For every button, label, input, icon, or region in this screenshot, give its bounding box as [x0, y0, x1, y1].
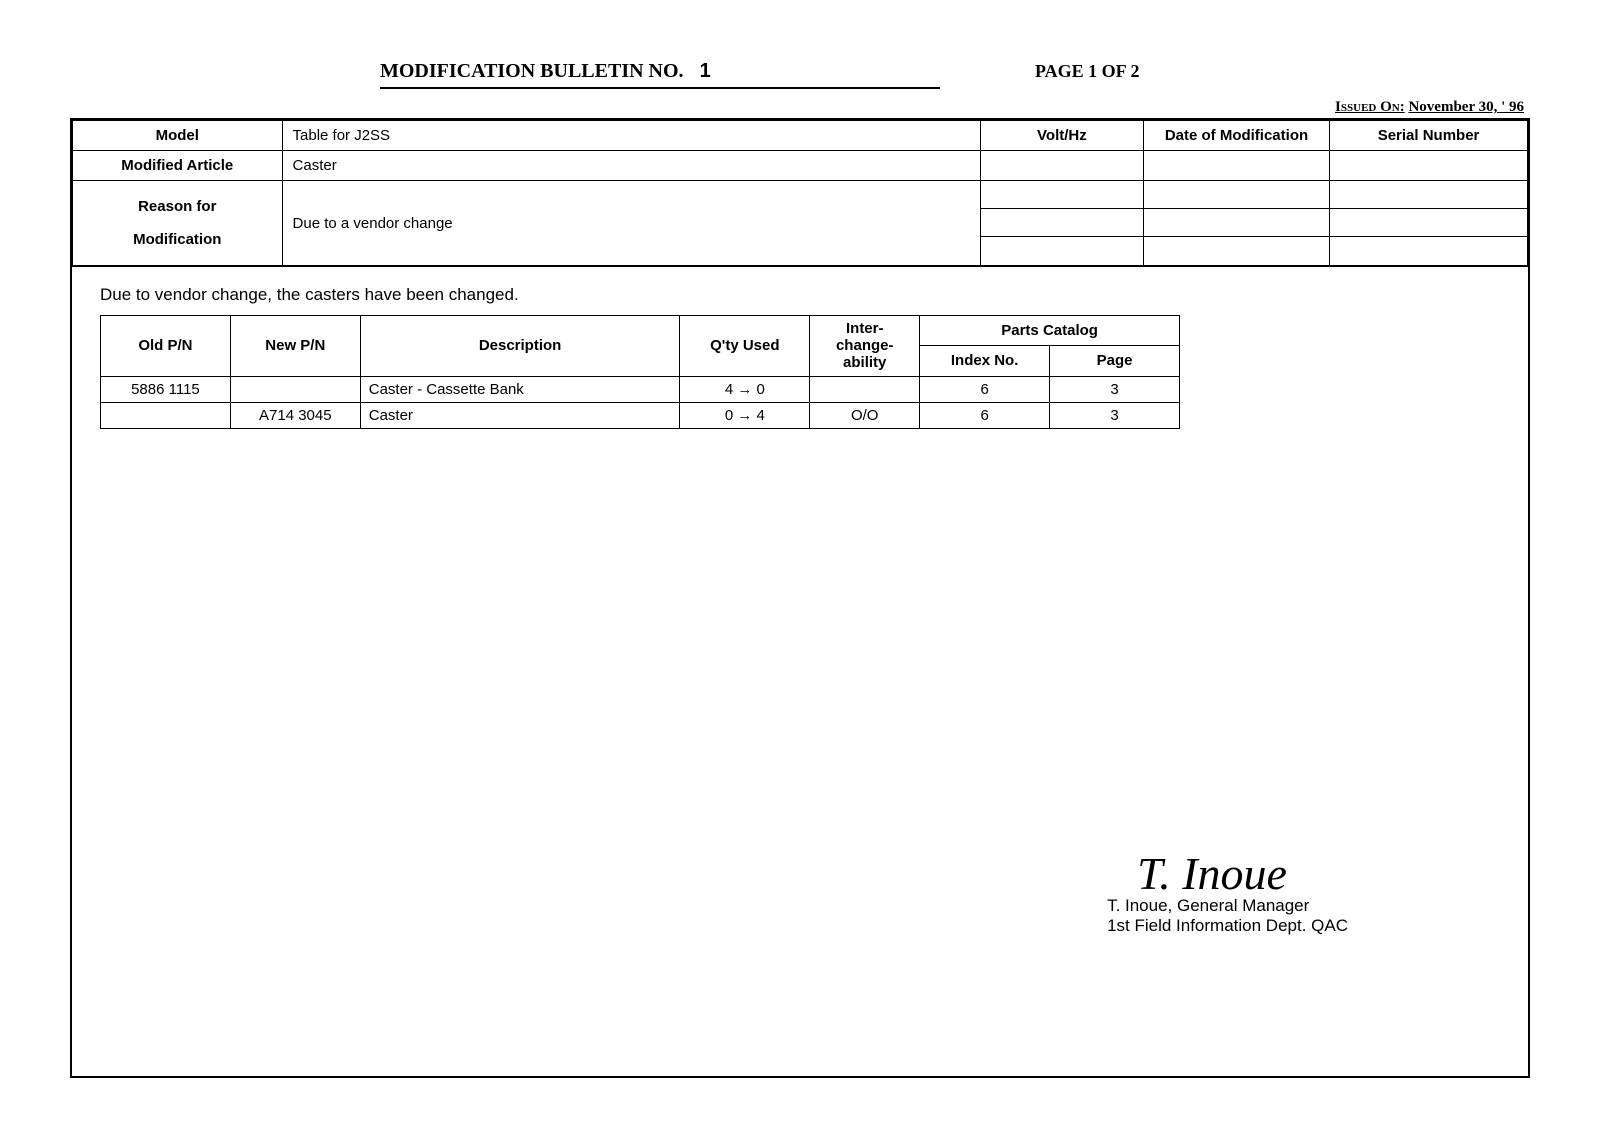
value-date-r3 [1143, 209, 1329, 237]
value-volt-r2 [980, 181, 1143, 209]
cell-inter: O/O [810, 402, 920, 428]
label-serial: Serial Number [1330, 121, 1528, 151]
cell-description: Caster - Cassette Bank [360, 376, 680, 402]
cell-new-pn: A714 3045 [230, 402, 360, 428]
page-current: 1 [1088, 61, 1097, 81]
label-modified-article: Modified Article [73, 151, 283, 181]
value-serial-r1 [1330, 151, 1528, 181]
bulletin-number: 1 [700, 60, 711, 83]
signature-script: T. Inoue [1137, 847, 1348, 900]
cell-index: 6 [920, 376, 1050, 402]
value-serial-r4 [1330, 237, 1528, 265]
parts-table: Old P/N New P/N Description Q'ty Used In… [100, 315, 1180, 429]
value-reason: Due to a vendor change [282, 181, 980, 265]
label-reason-line2: Modification [83, 223, 272, 256]
value-volt-r1 [980, 151, 1143, 181]
label-model: Model [73, 121, 283, 151]
hdr-new-pn: New P/N [230, 315, 360, 376]
bulletin-title: MODIFICATION BULLETIN NO. [380, 60, 684, 83]
hdr-parts-catalog: Parts Catalog [920, 315, 1180, 345]
hdr-index: Index No. [920, 346, 1050, 376]
cell-qty: 0 → 4 [680, 402, 810, 428]
page-indicator: PAGE 1 OF 2 [1035, 61, 1140, 82]
value-modified-article: Caster [282, 151, 980, 181]
cell-description: Caster [360, 402, 680, 428]
hdr-description: Description [360, 315, 680, 376]
hdr-qty: Q'ty Used [680, 315, 810, 376]
cell-page: 3 [1050, 376, 1180, 402]
page-of: OF [1102, 61, 1126, 81]
hdr-old-pn: Old P/N [101, 315, 231, 376]
value-volt-r4 [980, 237, 1143, 265]
document-frame: Model Table for J2SS Volt/Hz Date of Mod… [70, 118, 1530, 1078]
issued-value: November 30, ' 96 [1408, 99, 1524, 115]
cell-new-pn [230, 376, 360, 402]
value-serial-r2 [1330, 181, 1528, 209]
hdr-interchange: Inter-change-ability [810, 315, 920, 376]
table-row: 5886 1115 Caster - Cassette Bank 4 → 0 6… [101, 376, 1180, 402]
value-date-r1 [1143, 151, 1329, 181]
signature-dept: 1st Field Information Dept. QAC [1107, 916, 1348, 936]
issued-on: Issued On: November 30, ' 96 [70, 99, 1524, 116]
cell-old-pn: 5886 1115 [101, 376, 231, 402]
value-serial-r3 [1330, 209, 1528, 237]
cell-qty: 4 → 0 [680, 376, 810, 402]
label-date-mod: Date of Modification [1143, 121, 1329, 151]
cell-page: 3 [1050, 402, 1180, 428]
label-reason-line1: Reason for [83, 190, 272, 223]
value-volt-r3 [980, 209, 1143, 237]
info-table: Model Table for J2SS Volt/Hz Date of Mod… [72, 120, 1528, 265]
issued-label: Issued On: [1335, 99, 1405, 115]
value-date-r2 [1143, 181, 1329, 209]
label-reason: Reason for Modification [73, 181, 283, 265]
value-model: Table for J2SS [282, 121, 980, 151]
page-label: PAGE [1035, 61, 1084, 81]
page-total: 2 [1131, 61, 1140, 81]
label-volt: Volt/Hz [980, 121, 1143, 151]
cell-index: 6 [920, 402, 1050, 428]
cell-inter [810, 376, 920, 402]
change-note: Due to vendor change, the casters have b… [100, 285, 1500, 305]
cell-old-pn [101, 402, 231, 428]
signature-block: T. Inoue T. Inoue, General Manager 1st F… [1107, 847, 1348, 936]
value-date-r4 [1143, 237, 1329, 265]
table-row: A714 3045 Caster 0 → 4 O/O 6 3 [101, 402, 1180, 428]
signature-name: T. Inoue, General Manager [1107, 896, 1348, 916]
hdr-page: Page [1050, 346, 1180, 376]
